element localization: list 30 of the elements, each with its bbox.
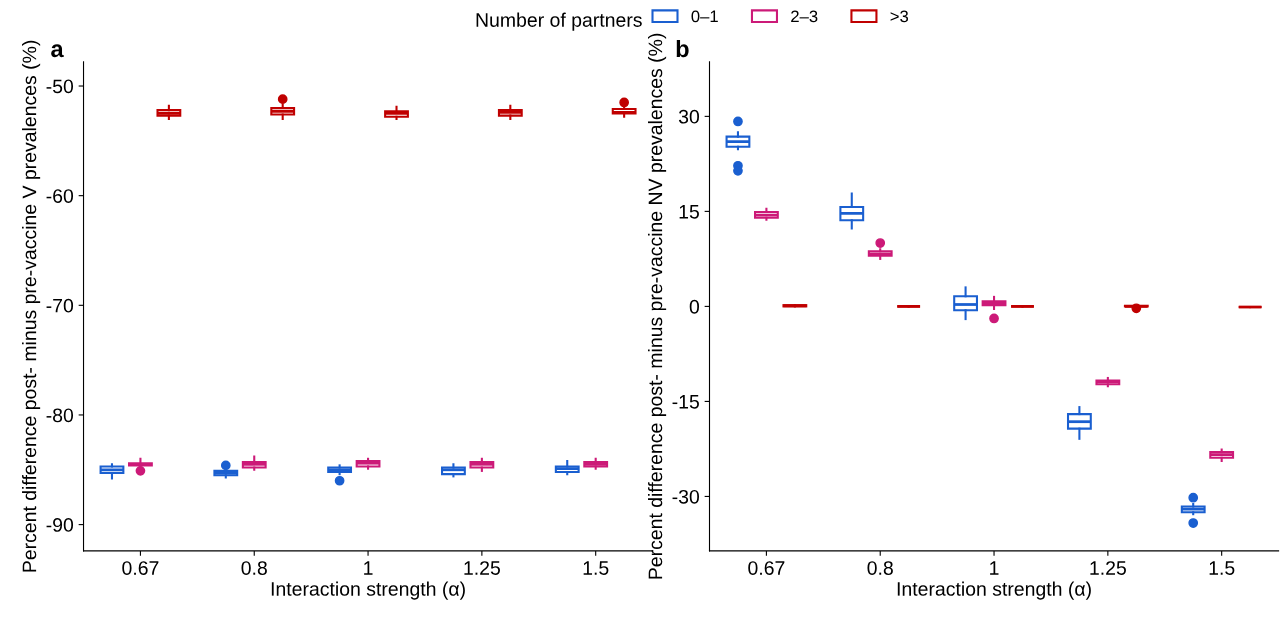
y-axis-title: Percent difference post- minus pre-vaccine NV prevalences (%) bbox=[648, 33, 667, 579]
legend-label: 0–1 bbox=[691, 10, 718, 23]
x-axis-title: Interaction strength (α) bbox=[271, 581, 465, 600]
x-tick-label: 1.25 bbox=[464, 561, 500, 575]
y-tick-label: -15 bbox=[672, 395, 699, 409]
y-tick-label: -90 bbox=[46, 518, 74, 532]
legend-label: >3 bbox=[890, 10, 909, 23]
x-tick-label: 1.5 bbox=[1209, 561, 1235, 575]
y-tick-label: -80 bbox=[46, 408, 74, 423]
legend-title: Number of partners bbox=[476, 12, 642, 31]
legend-label: 2–3 bbox=[791, 10, 818, 23]
y-tick-label: -60 bbox=[46, 189, 74, 203]
y-tick-label: -50 bbox=[46, 79, 74, 94]
y-tick-label: -70 bbox=[46, 298, 74, 313]
y-tick-label: 30 bbox=[678, 109, 700, 124]
x-tick-label: 1.5 bbox=[583, 561, 609, 575]
y-tick-label: 0 bbox=[689, 299, 700, 314]
x-tick-label: 0.8 bbox=[241, 561, 267, 575]
y-tick-label: 15 bbox=[679, 205, 699, 219]
chart-title: b bbox=[676, 39, 689, 58]
chart-title: a bbox=[51, 44, 64, 58]
x-tick-label: 1 bbox=[990, 561, 999, 575]
x-tick-label: 0.67 bbox=[748, 561, 785, 575]
x-tick-label: 0.67 bbox=[122, 561, 159, 575]
x-tick-label: 0.8 bbox=[867, 561, 893, 575]
x-tick-label: 1.25 bbox=[1090, 561, 1126, 575]
y-tick-label: -30 bbox=[672, 489, 700, 504]
x-axis-title: Interaction strength (α) bbox=[897, 581, 1091, 600]
x-tick-label: 1 bbox=[364, 561, 373, 575]
y-axis-title: Percent difference post- minus pre-vaccine V prevalences (%) bbox=[22, 40, 41, 572]
